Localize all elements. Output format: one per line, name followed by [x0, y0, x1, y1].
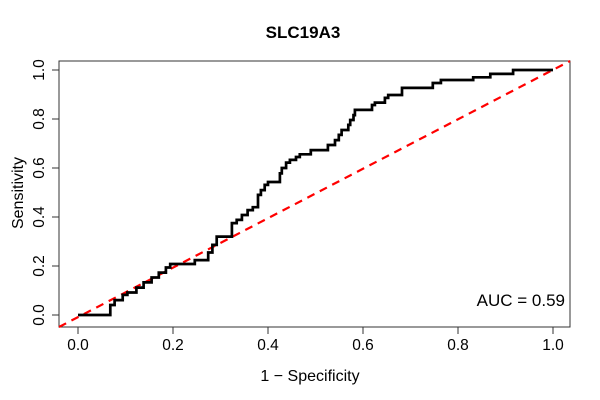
x-tick-label: 0.6 [352, 337, 374, 354]
plot-box [58, 60, 571, 328]
y-tick-label: 0.2 [31, 255, 48, 277]
y-tick-label: 0.0 [31, 304, 48, 326]
x-axis-label: 1 − Specificity [260, 368, 360, 385]
auc-annotation: AUC = 0.59 [476, 291, 565, 310]
y-tick-label: 0.6 [31, 157, 48, 179]
y-axis-label: Sensitivity [10, 156, 27, 230]
y-tick-label: 0.4 [31, 206, 48, 228]
x-tick-label: 0.4 [257, 337, 279, 354]
roc-curve-line [78, 68, 553, 317]
x-tick-label: 1.0 [542, 337, 564, 354]
chance-diagonal-line [58, 60, 571, 328]
x-tick-label: 0.8 [447, 337, 469, 354]
y-tick-label: 1.0 [31, 59, 48, 81]
x-tick-label: 0.0 [67, 337, 89, 354]
y-tick-label: 0.8 [31, 108, 48, 130]
x-tick-label: 0.2 [162, 337, 184, 354]
chart-title: SLC19A3 [265, 23, 341, 42]
